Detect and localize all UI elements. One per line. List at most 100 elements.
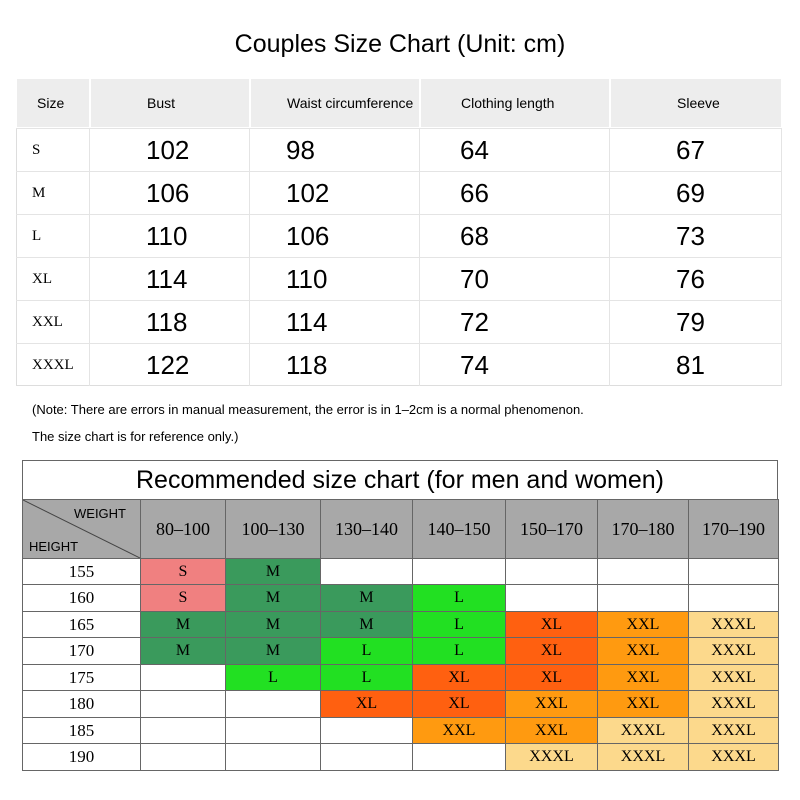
value-cell: 106 <box>250 214 420 257</box>
value-cell: 73 <box>610 214 782 257</box>
value-cell: 118 <box>250 343 420 386</box>
size-cell: XL <box>505 611 598 638</box>
size-cell: XL <box>505 664 598 691</box>
size-cell: M <box>225 611 321 638</box>
size-cell <box>140 690 226 718</box>
size-cell <box>688 558 779 585</box>
header-cell: Sleeve <box>610 78 782 128</box>
size-cell: XXL <box>597 611 689 638</box>
size-cell: XXXL <box>597 743 689 771</box>
size-cell <box>688 584 779 612</box>
value-cell: 76 <box>610 257 782 300</box>
value-cell: 102 <box>90 128 250 171</box>
weight-header: 100–130 <box>225 499 321 559</box>
value-cell: 114 <box>90 257 250 300</box>
corner-cell: WEIGHT HEIGHT <box>22 499 141 559</box>
size-cell <box>320 717 413 744</box>
size-cell: XL <box>320 690 413 718</box>
value-cell: 70 <box>420 257 610 300</box>
value-cell: 102 <box>250 171 420 214</box>
size-cell <box>320 743 413 771</box>
note-line: (Note: There are errors in manual measur… <box>32 402 584 417</box>
size-cell: XXXL <box>688 637 779 665</box>
value-cell: 114 <box>250 300 420 343</box>
height-cell: 190 <box>22 743 141 771</box>
value-cell: 66 <box>420 171 610 214</box>
size-cell: XXL <box>597 690 689 718</box>
height-cell: 185 <box>22 717 141 744</box>
size-cell: S <box>16 128 90 171</box>
size-cell: XXXL <box>688 664 779 691</box>
weight-header: 130–140 <box>320 499 413 559</box>
size-cell <box>225 743 321 771</box>
corner-diagonal <box>23 500 140 558</box>
size-cell: XXL <box>505 717 598 744</box>
weight-header: 140–150 <box>412 499 506 559</box>
value-cell: 106 <box>90 171 250 214</box>
weight-header: 80–100 <box>140 499 226 559</box>
size-chart-title: Couples Size Chart (Unit: cm) <box>234 30 566 58</box>
size-cell: XXXL <box>688 743 779 771</box>
size-cell: XL <box>412 664 506 691</box>
size-cell: M <box>16 171 90 214</box>
size-cell: L <box>16 214 90 257</box>
size-cell: M <box>320 611 413 638</box>
size-cell: L <box>320 664 413 691</box>
size-cell: S <box>140 584 226 612</box>
size-cell: M <box>140 611 226 638</box>
note-line: The size chart is for reference only.) <box>32 429 239 444</box>
size-cell <box>505 558 598 585</box>
size-cell: XL <box>16 257 90 300</box>
size-cell: L <box>412 637 506 665</box>
size-cell: XXL <box>597 664 689 691</box>
value-cell: 79 <box>610 300 782 343</box>
value-cell: 110 <box>250 257 420 300</box>
recommend-title: Recommended size chart (for men and wome… <box>22 460 778 500</box>
weight-header: 170–190 <box>688 499 779 559</box>
size-cell: M <box>225 558 321 585</box>
size-cell <box>412 558 506 585</box>
size-cell: XXXL <box>505 743 598 771</box>
size-cell: M <box>225 584 321 612</box>
size-cell: XXXL <box>688 717 779 744</box>
size-cell: XL <box>412 690 506 718</box>
value-cell: 122 <box>90 343 250 386</box>
header-cell: Waist circumference <box>250 78 420 128</box>
size-cell: L <box>412 611 506 638</box>
height-cell: 165 <box>22 611 141 638</box>
weight-label: WEIGHT <box>74 506 126 521</box>
height-cell: 155 <box>22 558 141 585</box>
size-cell: XXXL <box>688 611 779 638</box>
size-cell: XXL <box>16 300 90 343</box>
size-cell: L <box>320 637 413 665</box>
height-cell: 160 <box>22 584 141 612</box>
size-cell <box>320 558 413 585</box>
size-cell <box>505 584 598 612</box>
value-cell: 69 <box>610 171 782 214</box>
size-cell: XXL <box>597 637 689 665</box>
value-cell: 68 <box>420 214 610 257</box>
size-cell: XXXL <box>597 717 689 744</box>
height-cell: 180 <box>22 690 141 718</box>
header-cell: Bust <box>90 78 250 128</box>
value-cell: 67 <box>610 128 782 171</box>
value-cell: 72 <box>420 300 610 343</box>
height-cell: 175 <box>22 664 141 691</box>
weight-header: 150–170 <box>505 499 598 559</box>
value-cell: 81 <box>610 343 782 386</box>
header-cell: Size <box>16 78 90 128</box>
value-cell: 110 <box>90 214 250 257</box>
size-cell: XL <box>505 637 598 665</box>
size-cell <box>140 743 226 771</box>
size-cell <box>225 690 321 718</box>
size-cell: M <box>225 637 321 665</box>
size-cell <box>597 584 689 612</box>
header-cell: Clothing length <box>420 78 610 128</box>
size-cell: M <box>320 584 413 612</box>
weight-header: 170–180 <box>597 499 689 559</box>
size-cell <box>225 717 321 744</box>
value-cell: 98 <box>250 128 420 171</box>
size-cell: M <box>140 637 226 665</box>
size-cell: XXXL <box>16 343 90 386</box>
